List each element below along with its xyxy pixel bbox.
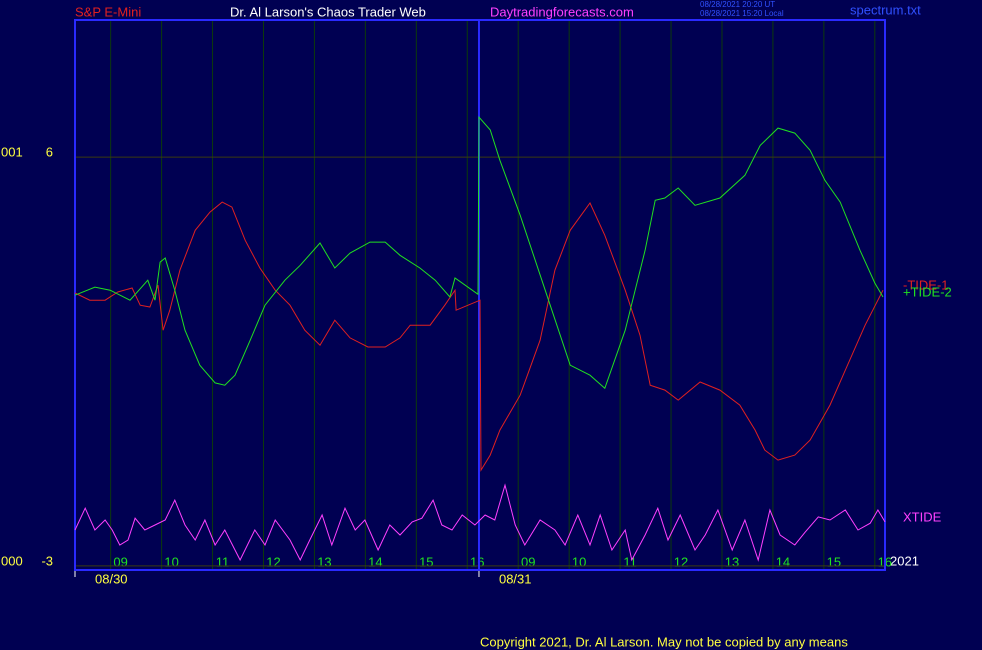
y-tick-label: 6: [46, 145, 53, 160]
x-tick-label: 12: [266, 554, 280, 569]
series-label: -TIDE-1: [903, 278, 949, 293]
series-label: XTIDE: [903, 509, 942, 524]
time-ut: 08/28/2021 20:20 UT: [700, 0, 775, 9]
x-tick-label: 12: [674, 554, 688, 569]
copyright: Copyright 2021, Dr. Al Larson. May not b…: [480, 634, 848, 649]
left-label: 001: [1, 145, 23, 160]
x-tick-label: 09: [113, 554, 127, 569]
x-tick-label: 15: [827, 554, 841, 569]
symbol: S&P E-Mini: [75, 4, 141, 19]
site-title: Dr. Al Larson's Chaos Trader Web: [230, 4, 426, 19]
x-tick-label: 11: [216, 554, 230, 569]
x-tick-label: 13: [317, 554, 331, 569]
series-line: [74, 483, 886, 562]
x-tick-label: 16: [470, 554, 484, 569]
year: 2021: [890, 553, 919, 568]
date-label: 08/31: [499, 571, 532, 586]
time-local: 08/28/2021 15:20 Local: [700, 9, 784, 18]
x-tick-label: 15: [419, 554, 433, 569]
x-tick-label: 10: [164, 554, 178, 569]
file-name: spectrum.txt: [850, 2, 921, 17]
series-line: [74, 115, 884, 390]
x-tick-label: 13: [725, 554, 739, 569]
x-tick-label: 14: [776, 554, 790, 569]
site-url: Daytradingforecasts.com: [490, 4, 634, 19]
series-label: +TIDE-2: [903, 284, 952, 299]
x-tick-label: 09: [521, 554, 535, 569]
x-tick-label: 14: [368, 554, 382, 569]
x-tick-label: 11: [623, 554, 637, 569]
x-tick-label: 10: [572, 554, 586, 569]
left-label: 000: [1, 553, 23, 568]
y-tick-label: -3: [41, 553, 53, 568]
date-label: 08/30: [95, 571, 128, 586]
